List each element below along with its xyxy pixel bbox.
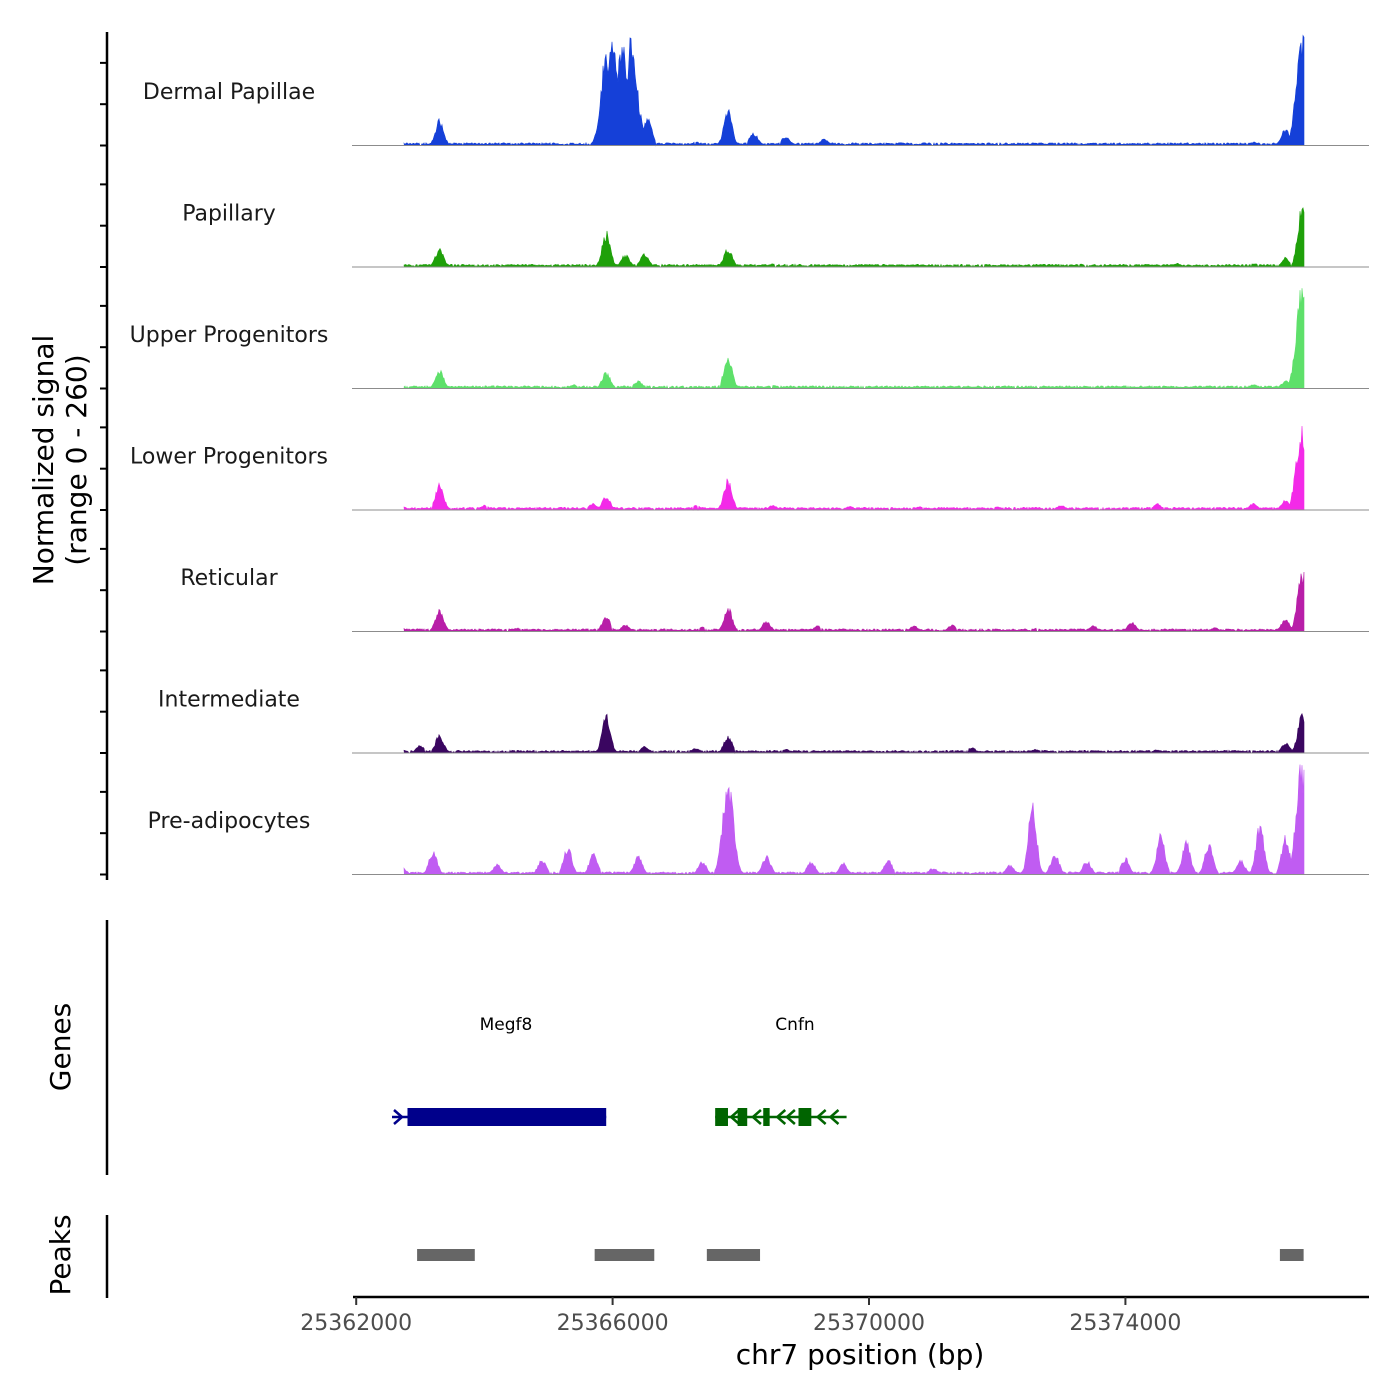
x-tick-label: 25362000 bbox=[300, 1311, 412, 1336]
track-label: Dermal Papillae bbox=[143, 80, 315, 105]
y-axis-label-line1: Normalized signal bbox=[27, 335, 60, 586]
coverage-tracks: Dermal Papillae Papillary Upper Progenitor… bbox=[130, 34, 1369, 876]
track-label: Lower Progenitors bbox=[130, 445, 328, 470]
coverage-area bbox=[403, 571, 1305, 633]
genes-panel-label: Genes bbox=[44, 1003, 77, 1091]
peak-region bbox=[417, 1249, 475, 1261]
coverage-area bbox=[403, 425, 1305, 512]
coverage-area bbox=[403, 288, 1305, 390]
gene-exon bbox=[763, 1108, 770, 1126]
strand-arrow bbox=[815, 1109, 827, 1125]
strand-arrow bbox=[393, 1109, 404, 1125]
x-axis-ticks: 25362000 25366000 25370000 25374000 bbox=[300, 1297, 1181, 1336]
coverage-area bbox=[403, 34, 1305, 147]
peak-region bbox=[594, 1249, 655, 1261]
strand-arrow bbox=[729, 1109, 740, 1125]
strand-arrow bbox=[429, 1109, 440, 1125]
strand-arrow bbox=[775, 1109, 787, 1125]
strand-arrow bbox=[828, 1109, 840, 1125]
track-label: Intermediate bbox=[158, 688, 300, 713]
track-label: Upper Progenitors bbox=[130, 323, 329, 348]
strand-arrow bbox=[751, 1109, 762, 1125]
gene-name-label: Megf8 bbox=[480, 1015, 533, 1035]
strand-arrow bbox=[784, 1109, 796, 1125]
peaks-panel-label: Peaks bbox=[44, 1214, 77, 1295]
peak-region bbox=[706, 1249, 761, 1261]
x-tick-label: 25374000 bbox=[1069, 1311, 1181, 1336]
coverage-area bbox=[403, 207, 1305, 269]
strand-arrow bbox=[411, 1109, 422, 1125]
x-axis-label: chr7 position (bp) bbox=[736, 1338, 985, 1371]
gene-exon bbox=[798, 1108, 812, 1126]
x-tick-label: 25370000 bbox=[813, 1311, 925, 1336]
peak-regions bbox=[417, 1249, 1304, 1261]
track-label: Reticular bbox=[180, 566, 278, 591]
gene-exon bbox=[715, 1108, 728, 1126]
gene-annotations: Megf8 Cnfn bbox=[392, 1015, 847, 1126]
x-tick-label: 25366000 bbox=[557, 1311, 669, 1336]
coverage-y-axis bbox=[100, 32, 109, 880]
y-axis-label-line2: (range 0 - 260) bbox=[60, 354, 93, 565]
gene-exon bbox=[407, 1108, 607, 1126]
peak-region bbox=[1279, 1249, 1304, 1261]
track-label: Papillary bbox=[182, 202, 276, 227]
gene-name-label: Cnfn bbox=[775, 1015, 814, 1035]
gene-exon bbox=[737, 1108, 748, 1126]
coverage-area bbox=[403, 712, 1305, 755]
coverage-area bbox=[403, 764, 1305, 876]
track-label: Pre-adipocytes bbox=[148, 809, 311, 834]
